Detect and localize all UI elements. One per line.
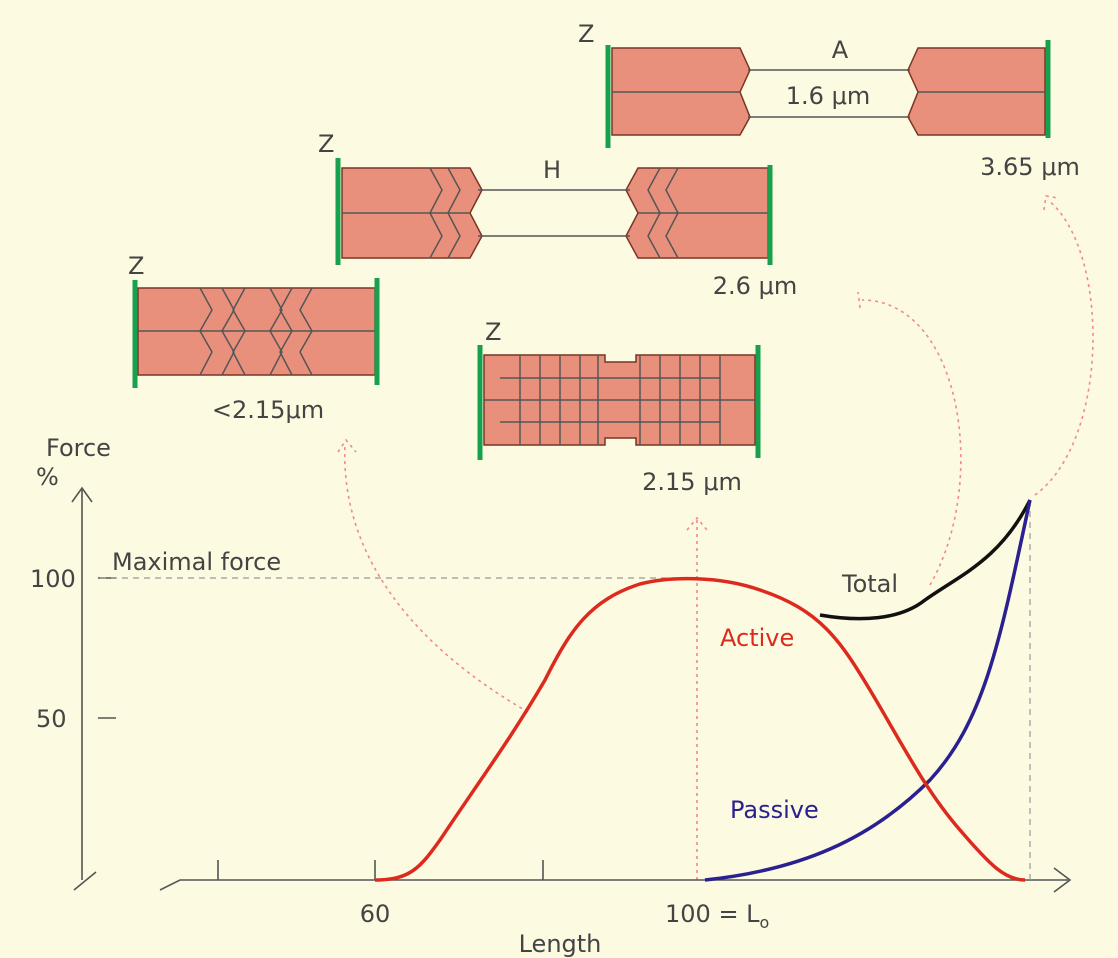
length-label: 2.15 μm [642, 468, 742, 496]
y-title: Force [46, 434, 111, 462]
x-tick-label: 100 = Lo [665, 900, 769, 932]
active-label: Active [720, 624, 794, 652]
z-label: Z [318, 130, 334, 158]
axes: Force % 100 50 60 100 = Lo Length Maxima… [30, 434, 1070, 958]
x-tick-label: 60 [360, 900, 391, 928]
passive-label: Passive [730, 796, 819, 824]
active-curve [375, 579, 1025, 880]
total-label: Total [841, 570, 898, 598]
sarcomere-short: Z <2.15μm [128, 252, 377, 424]
y-unit: % [36, 463, 59, 491]
length-label: <2.15μm [212, 396, 324, 424]
z-label: Z [128, 252, 144, 280]
z-label: Z [578, 20, 594, 48]
length-label: 3.65 μm [980, 153, 1080, 181]
x-tick-text: 100 = L [665, 900, 760, 928]
x-title: Length [519, 930, 602, 958]
curves: Total Active Passive [375, 500, 1030, 880]
width-label: 1.6 μm [786, 82, 870, 110]
sarcomere-long: Z H 2.6 μm [318, 130, 797, 300]
y-tick-label: 50 [36, 705, 67, 733]
z-label: Z [485, 318, 501, 346]
band-label: A [832, 36, 849, 64]
sarcomere-stretched: Z A 1.6 μm 3.65 μm [578, 20, 1080, 181]
sarcomere-optimal: Z 2.15 μm [480, 318, 758, 496]
subscript: o [760, 913, 770, 932]
annotation: Maximal force [112, 548, 281, 576]
total-curve [820, 500, 1030, 619]
band-label: H [543, 156, 561, 184]
diagram: Z A 1.6 μm 3.65 μm Z H 2.6 μm Z <2.15μm … [0, 0, 1118, 958]
y-tick-label: 100 [30, 565, 76, 593]
length-label: 2.6 μm [713, 272, 797, 300]
